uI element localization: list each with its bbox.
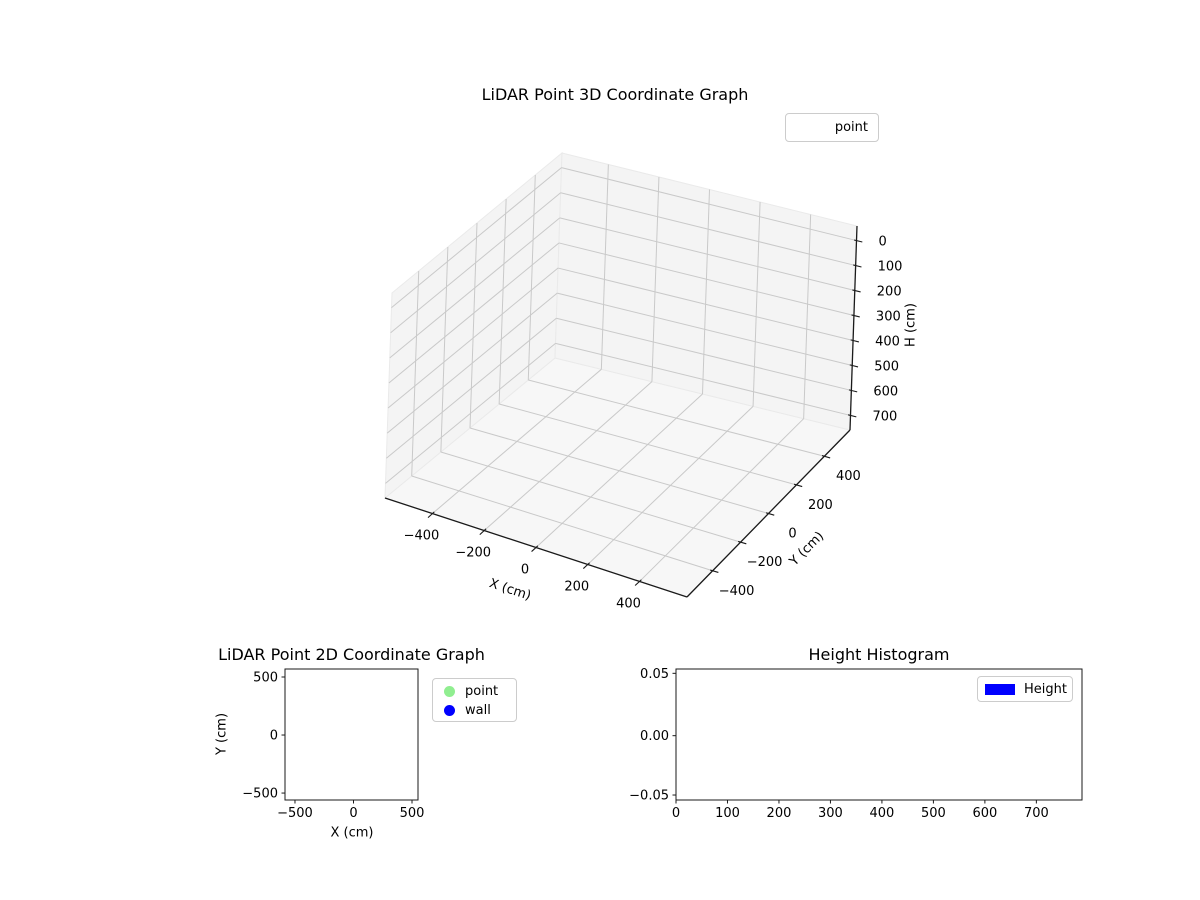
svg-text:100: 100 (715, 806, 740, 821)
height-bar-swatch-icon (985, 683, 1015, 695)
svg-text:−0.05: −0.05 (629, 789, 669, 804)
hist-title: Height Histogram (808, 645, 950, 664)
svg-text:0: 0 (788, 527, 796, 542)
svg-text:0.00: 0.00 (640, 729, 669, 744)
svg-text:200: 200 (767, 806, 792, 821)
svg-text:600: 600 (873, 384, 898, 399)
plot2d-xaxis-label: X (cm) (330, 825, 374, 841)
plot2d-legend-row-wall: wall (433, 701, 516, 720)
svg-text:500: 500 (874, 359, 899, 374)
svg-text:400: 400 (875, 334, 900, 349)
svg-text:200: 200 (808, 498, 833, 513)
svg-text:700: 700 (873, 409, 898, 424)
plot2d-axes: −500 0 500 500 0 −500 (242, 668, 425, 821)
svg-text:0: 0 (270, 729, 278, 744)
svg-text:−400: −400 (719, 584, 755, 599)
plot3d-ticks: −400−2000200400−400−20002004000100200300… (404, 235, 903, 612)
plot2d-yaxis-label: Y (cm) (214, 712, 230, 756)
plot3d-legend-point-label: point (834, 120, 868, 135)
svg-text:0: 0 (672, 806, 680, 821)
svg-text:0: 0 (879, 235, 887, 250)
svg-text:0: 0 (349, 806, 357, 821)
svg-text:0: 0 (521, 563, 529, 578)
svg-text:−200: −200 (455, 546, 491, 561)
svg-text:200: 200 (877, 285, 902, 300)
point-marker-icon (444, 686, 455, 697)
svg-text:700: 700 (1024, 806, 1049, 821)
svg-text:−200: −200 (747, 555, 783, 570)
svg-text:100: 100 (878, 260, 903, 275)
svg-text:0.05: 0.05 (640, 667, 669, 682)
svg-text:−500: −500 (242, 787, 278, 802)
plot3d-zaxis-label: H (cm) (903, 303, 919, 347)
plot2d-title: LiDAR Point 2D Coordinate Graph (218, 645, 485, 664)
svg-text:600: 600 (972, 806, 997, 821)
svg-text:−500: −500 (277, 806, 313, 821)
svg-text:500: 500 (921, 806, 946, 821)
plot3d-grid (385, 164, 857, 582)
hist-legend-height-label: Height (1024, 681, 1067, 697)
plot2d-legend-row-point: point (433, 682, 516, 701)
svg-text:300: 300 (818, 806, 843, 821)
svg-text:300: 300 (876, 310, 901, 325)
hist-legend: Height (977, 676, 1073, 702)
svg-text:−400: −400 (404, 529, 440, 544)
plot2d-legend-wall-label: wall (465, 703, 491, 718)
svg-text:400: 400 (616, 596, 641, 611)
plot3d-title: LiDAR Point 3D Coordinate Graph (481, 85, 749, 104)
wall-marker-icon (444, 705, 455, 716)
plot2d-legend-point-label: point (465, 684, 499, 699)
svg-text:400: 400 (836, 469, 861, 484)
svg-text:500: 500 (400, 806, 425, 821)
plot3d-legend: point (785, 113, 879, 142)
plot2d-legend: point wall (432, 678, 517, 722)
svg-text:200: 200 (564, 579, 589, 594)
svg-text:400: 400 (870, 806, 895, 821)
hist-axes: 0 100 200 300 400 500 600 700 0.05 0.00 −0.05 (629, 667, 1083, 821)
svg-text:500: 500 (253, 670, 278, 685)
